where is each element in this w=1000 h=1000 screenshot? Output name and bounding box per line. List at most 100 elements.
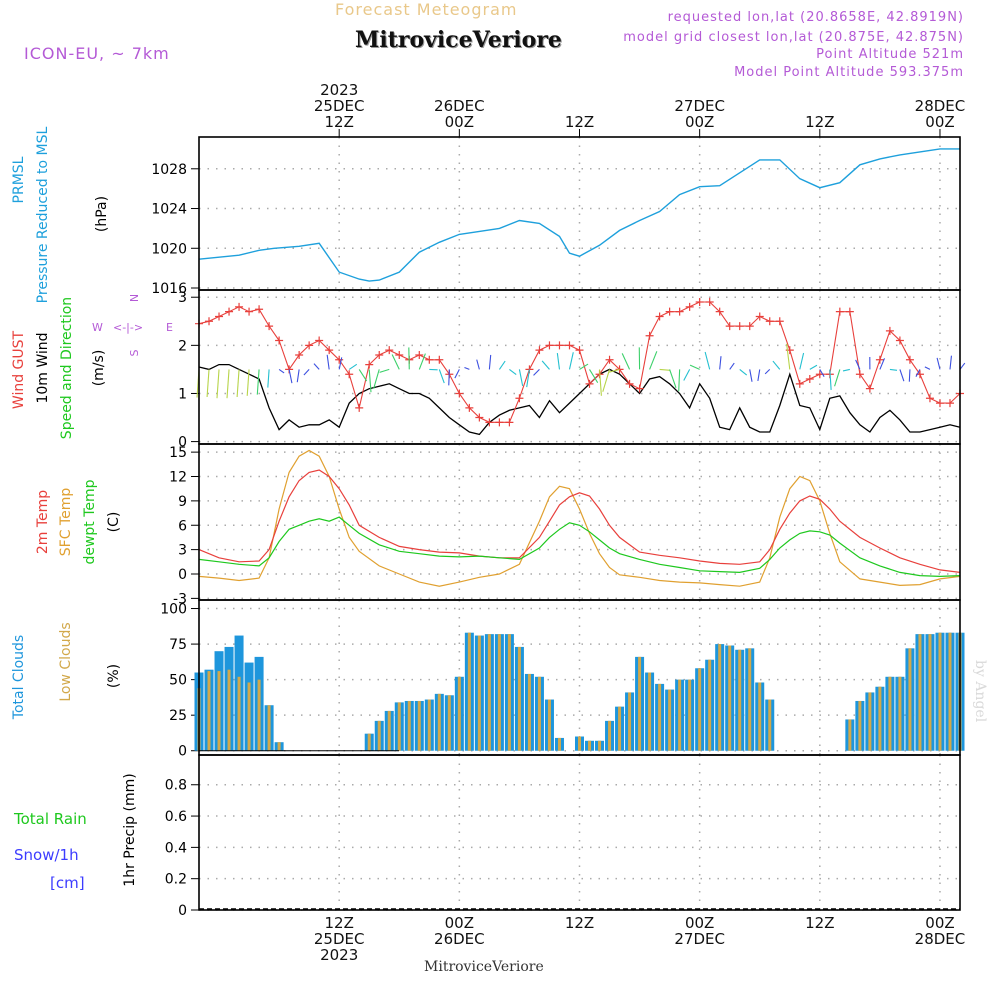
bottom-time-label: 12Z xyxy=(324,914,353,932)
low-clouds-bar xyxy=(598,740,602,751)
wind-direction-arrow xyxy=(829,369,832,390)
low-clouds-bar xyxy=(217,671,221,751)
wind-direction-arrow xyxy=(226,369,230,399)
low-clouds-bar xyxy=(588,740,592,751)
low-clouds-bar xyxy=(477,635,481,751)
sfc-temp-axis-label: SFC Temp xyxy=(58,488,74,557)
wind-direction-arrow xyxy=(786,343,791,370)
y-tick-label: 100 xyxy=(160,602,187,618)
bottom-time-label: 00Z xyxy=(925,914,954,932)
y-tick-label: 1016 xyxy=(151,281,187,297)
top-time-label: 12Z xyxy=(805,113,834,131)
low-clouds-bar xyxy=(467,632,471,751)
wind-direction-arrow xyxy=(659,368,671,371)
top-time-label: 12Z xyxy=(565,113,594,131)
wind-direction-arrow xyxy=(303,369,310,376)
y-tick-label: 50 xyxy=(169,673,187,689)
wind-direction-arrow xyxy=(246,369,250,396)
wind-gust-marker xyxy=(775,317,784,326)
wind-gust-marker xyxy=(375,350,384,359)
low-clouds-bar xyxy=(718,644,722,751)
wind-gust-marker xyxy=(275,336,284,345)
top-time-label: 25DEC xyxy=(314,97,365,115)
wind-direction-arrow xyxy=(842,368,850,372)
wind-direction-arrow xyxy=(959,362,966,370)
bottom-time-label: 25DEC xyxy=(314,930,365,948)
wind-gust-marker xyxy=(335,355,344,364)
wind-direction-arrow xyxy=(296,369,300,383)
panel-frame xyxy=(198,754,961,911)
wind-direction-arrow xyxy=(669,369,677,389)
point-altitude: Point Altitude 521m xyxy=(816,47,964,62)
y-tick-label: 1024 xyxy=(151,202,187,218)
top-time-label: 27DEC xyxy=(674,97,725,115)
y-tick-label: 9 xyxy=(178,494,187,510)
wind-direction-arrow xyxy=(689,364,700,370)
wind-gust-marker xyxy=(695,298,704,307)
wind-gust-marker xyxy=(865,384,874,393)
wind-gust-marker xyxy=(225,307,234,316)
wind-unit-label: (m/s) xyxy=(91,350,107,387)
wind-gust-marker xyxy=(665,307,674,316)
wind-gust-marker xyxy=(625,379,634,388)
wind-direction-arrow xyxy=(589,369,599,383)
low-clouds-bar xyxy=(257,679,261,751)
wind-direction-arrow xyxy=(602,369,611,392)
wind-gust-marker xyxy=(305,341,314,350)
low-clouds-bar xyxy=(918,634,922,751)
y-tick-label: 2 xyxy=(178,338,187,354)
y-tick-label: 15 xyxy=(169,445,187,461)
wind-gust-marker xyxy=(555,341,564,350)
wind-gust-marker xyxy=(855,370,864,379)
wind-gust-marker xyxy=(545,341,554,350)
y-tick-label: 0.6 xyxy=(165,809,187,825)
low-clouds-bar xyxy=(878,686,882,751)
bottom-time-label: 28DEC xyxy=(915,930,966,948)
low-clouds-bar xyxy=(227,669,231,751)
wind-direction-arrow xyxy=(889,368,898,371)
wind-gust-marker xyxy=(795,379,804,388)
y-tick-label: 12 xyxy=(169,470,187,486)
low-clouds-bar xyxy=(948,632,952,751)
pressure-unit-label: (hPa) xyxy=(94,196,110,232)
y-tick-label: 6 xyxy=(178,518,187,534)
low-clouds-bar xyxy=(938,632,942,751)
station-name: MitroviceVeriore xyxy=(355,27,562,53)
wind-gust-marker xyxy=(235,302,244,311)
wind-direction-arrow xyxy=(338,357,343,370)
low-clouds-bar xyxy=(537,676,541,751)
wind-direction-arrow xyxy=(757,369,761,381)
precip-axis-label: 1hr Precip (mm) xyxy=(122,773,138,886)
t2m-axis-label: 2m Temp xyxy=(35,490,51,554)
wind-gust-marker xyxy=(835,307,844,316)
meteogram-title: Forecast Meteogram xyxy=(335,0,518,19)
low-clouds-bar xyxy=(578,736,581,751)
wind-gust-marker xyxy=(725,322,734,331)
low-clouds-bar xyxy=(638,656,642,751)
wind-gust-marker xyxy=(415,350,424,359)
wind-direction-arrow xyxy=(236,369,240,398)
wind-direction-arrow xyxy=(621,353,631,370)
low-clouds-bar xyxy=(618,706,622,751)
y-tick-label: 0.2 xyxy=(165,872,187,888)
wind-gust-axis-label: Wind GUST xyxy=(11,330,27,409)
wind-direction-arrow xyxy=(855,359,861,370)
top-time-label: 26DEC xyxy=(434,97,485,115)
wind-direction-arrow xyxy=(598,369,602,396)
low-clouds-bar xyxy=(758,682,762,751)
wind-gust-marker xyxy=(255,305,264,314)
wind-direction-arrow xyxy=(908,369,911,382)
top-time-label: 28DEC xyxy=(915,97,966,115)
low-clouds-bar xyxy=(397,702,401,751)
low-clouds-bar xyxy=(738,649,742,751)
wind-direction-arrow xyxy=(749,369,753,382)
wind-direction-arrow xyxy=(509,368,517,376)
wind-gust-marker xyxy=(205,317,214,326)
signature: by Angel xyxy=(972,660,988,723)
wind-dir-axis-label: Speed and Direction xyxy=(59,297,75,439)
wind-gust-marker xyxy=(435,355,444,364)
low-clouds-bar xyxy=(237,676,241,751)
wind-gust-marker xyxy=(475,413,484,422)
low-clouds-bar xyxy=(858,700,862,751)
wind-direction-arrow xyxy=(764,369,771,375)
